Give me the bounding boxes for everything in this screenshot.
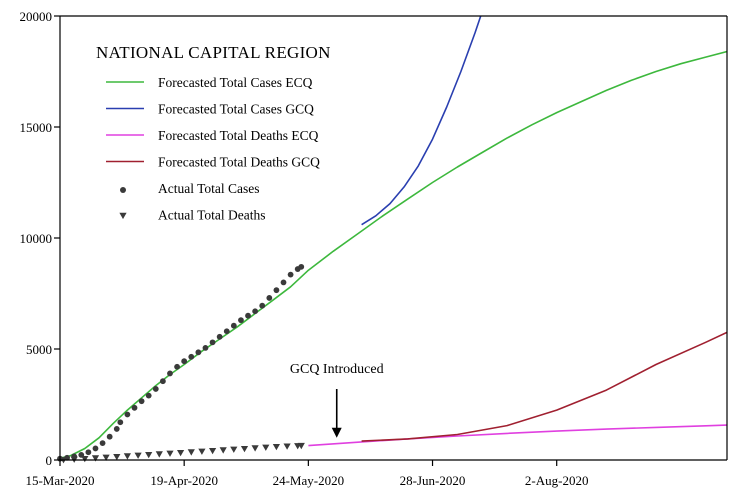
annotation-arrow-head (331, 427, 342, 438)
x-tick-label: 24-May-2020 (273, 473, 345, 488)
point-actual-total-deaths (272, 444, 280, 451)
point-actual-total-cases (152, 386, 159, 392)
point-actual-total-cases (145, 392, 152, 399)
point-actual-total-deaths (297, 442, 305, 450)
point-actual-total-deaths (166, 450, 174, 457)
chart-title: NATIONAL CAPITAL REGION (96, 43, 331, 62)
point-actual-total-deaths (134, 452, 142, 459)
point-actual-total-cases (223, 328, 230, 335)
legend-label-actual-total-deaths: Actual Total Deaths (158, 208, 266, 223)
point-actual-total-cases (92, 445, 99, 452)
legend-label-forecasted-total-deaths-gcq: Forecasted Total Deaths GCQ (158, 155, 320, 170)
axes: 0 5000 10000 15000 20000 15-Mar-2020 19-Apr-20… (20, 9, 728, 488)
point-actual-total-cases (287, 271, 294, 278)
point-actual-total-cases (85, 449, 92, 456)
y-tick-label: 5000 (26, 342, 52, 357)
point-actual-total-deaths (113, 454, 121, 461)
point-actual-total-cases (280, 279, 287, 286)
point-actual-total-deaths (219, 447, 227, 454)
point-actual-total-cases (131, 404, 138, 411)
point-actual-total-deaths (145, 452, 153, 459)
point-actual-total-cases (188, 353, 195, 360)
legend-swatch-actual-total-deaths (119, 212, 127, 220)
point-actual-total-cases (259, 302, 266, 309)
point-actual-total-deaths (81, 456, 89, 463)
legend-swatch-actual-total-cases (120, 187, 126, 193)
y-tick-label: 20000 (20, 9, 53, 24)
legend-label-forecasted-total-cases-ecq: Forecasted Total Cases ECQ (158, 75, 313, 90)
series-line-forecasted-total-deaths-gcq (361, 331, 727, 442)
point-actual-total-deaths (177, 450, 185, 457)
point-actual-total-deaths (230, 446, 238, 453)
point-actual-total-deaths (262, 444, 270, 451)
point-actual-total-cases (124, 411, 131, 418)
point-actual-total-deaths (123, 453, 131, 460)
y-tick-label: 10000 (20, 231, 53, 246)
point-actual-total-deaths (102, 454, 110, 461)
point-actual-total-cases (298, 263, 305, 270)
y-tick-label: 0 (46, 453, 53, 468)
plot-markers-layer (57, 263, 305, 464)
legend: Forecasted Total Cases ECQ Forecasted Tot… (106, 75, 320, 223)
point-actual-total-deaths (155, 451, 163, 458)
point-actual-total-deaths (198, 448, 206, 455)
plot-series-layer (60, 16, 727, 459)
point-actual-total-cases (216, 333, 223, 340)
point-actual-total-deaths (187, 449, 195, 456)
point-actual-total-deaths (91, 455, 100, 462)
point-actual-total-cases (117, 419, 124, 426)
legend-label-forecasted-total-deaths-ecq: Forecasted Total Deaths ECQ (158, 128, 319, 143)
legend-label-actual-total-cases: Actual Total Cases (158, 181, 260, 196)
series-line-forecasted-total-cases-ecq (60, 50, 727, 459)
annotation-label: GCQ Introduced (290, 362, 384, 377)
point-actual-total-cases (245, 312, 251, 319)
point-actual-total-deaths (283, 443, 291, 450)
x-tick-label: 28-Jun-2020 (400, 473, 466, 488)
point-actual-total-cases (273, 287, 280, 294)
point-actual-total-cases (181, 358, 188, 365)
annotations-layer: GCQ Introduced (290, 362, 384, 438)
point-actual-total-cases (113, 426, 120, 432)
point-actual-total-cases (238, 317, 244, 324)
point-actual-total-cases (99, 440, 106, 447)
legend-label-forecasted-total-cases-gcq: Forecasted Total Cases GCQ (158, 102, 314, 117)
series-line-forecasted-total-cases-gcq (361, 16, 482, 226)
point-actual-total-deaths (251, 445, 259, 452)
point-actual-total-cases (230, 322, 237, 329)
x-tick-label: 19-Apr-2020 (150, 473, 218, 488)
point-actual-total-cases (174, 363, 180, 370)
point-actual-total-deaths (209, 448, 217, 455)
point-actual-total-cases (209, 339, 216, 346)
point-actual-total-cases (195, 349, 202, 356)
y-tick-label: 15000 (20, 120, 53, 135)
point-actual-total-cases (106, 433, 113, 440)
point-actual-total-cases (159, 378, 166, 385)
point-actual-total-cases (138, 398, 145, 405)
point-actual-total-deaths (240, 446, 249, 453)
point-actual-total-cases (202, 344, 209, 351)
x-tick-label: 2-Aug-2020 (525, 473, 589, 488)
point-actual-total-cases (167, 370, 173, 377)
point-actual-total-cases (266, 295, 273, 301)
point-actual-total-cases (252, 308, 259, 315)
x-tick-label: 15-Mar-2020 (25, 473, 94, 488)
